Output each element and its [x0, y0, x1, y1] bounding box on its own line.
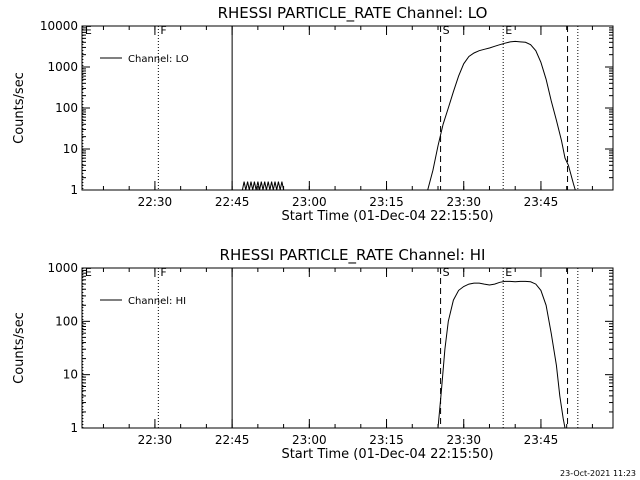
y-tick-label: 100 — [55, 101, 78, 115]
event-marker-label: E — [85, 266, 92, 279]
series-line — [428, 41, 576, 190]
plot-frame — [82, 26, 613, 190]
x-axis-label: Start Time (01-Dec-04 22:15:50) — [281, 447, 493, 462]
lo-channel-panel: RHESSI PARTICLE_RATE Channel: LO 1 10 100 10… — [12, 4, 613, 224]
x-tick-label: 23:15 — [369, 433, 404, 447]
y-axis-label: Counts/sec — [12, 312, 27, 384]
x-tick-label: 23:15 — [369, 195, 404, 209]
y-tick-label: 1 — [70, 421, 78, 435]
footer-timestamp: 23-Oct-2021 11:23 — [560, 469, 636, 478]
x-tick-label: 23:30 — [446, 433, 481, 447]
series-line — [242, 182, 283, 190]
chart-title: RHESSI PARTICLE_RATE Channel: HI — [220, 246, 486, 265]
legend-entry: Channel: HI — [128, 296, 186, 307]
series-line — [438, 281, 565, 428]
y-tick-label: 1000 — [47, 60, 78, 74]
y-tick-label: 1000 — [47, 261, 78, 275]
event-marker-label: E — [505, 24, 512, 37]
x-tick-label: 23:00 — [292, 195, 327, 209]
y-tick-label: 100 — [55, 314, 78, 328]
event-marker-label: F — [160, 24, 166, 37]
x-axis-label: Start Time (01-Dec-04 22:15:50) — [281, 209, 493, 224]
x-tick-label: 23:30 — [446, 195, 481, 209]
plot-frame — [82, 268, 613, 428]
event-marker-label: S — [443, 266, 450, 279]
event-marker-label: S — [443, 24, 450, 37]
x-tick-label: 23:45 — [524, 433, 559, 447]
x-tick-label: 22:30 — [138, 195, 173, 209]
y-tick-label: 1 — [70, 183, 78, 197]
y-tick-label: 10000 — [40, 19, 78, 33]
hi-channel-panel: RHESSI PARTICLE_RATE Channel: HI 1 10 100 10… — [12, 246, 613, 462]
y-axis-label: Counts/sec — [12, 72, 27, 144]
x-tick-label: 22:45 — [215, 433, 250, 447]
y-tick-label: 10 — [63, 368, 78, 382]
legend-entry: Channel: LO — [128, 54, 189, 65]
event-marker-label: E — [505, 266, 512, 279]
x-tick-label: 22:45 — [215, 195, 250, 209]
x-tick-label: 23:00 — [292, 433, 327, 447]
y-tick-label: 10 — [63, 142, 78, 156]
chart-title: RHESSI PARTICLE_RATE Channel: LO — [218, 4, 488, 23]
x-tick-label: 22:30 — [138, 433, 173, 447]
event-marker-label: F — [160, 266, 166, 279]
x-tick-label: 23:45 — [524, 195, 559, 209]
event-marker-label: E — [85, 24, 92, 37]
